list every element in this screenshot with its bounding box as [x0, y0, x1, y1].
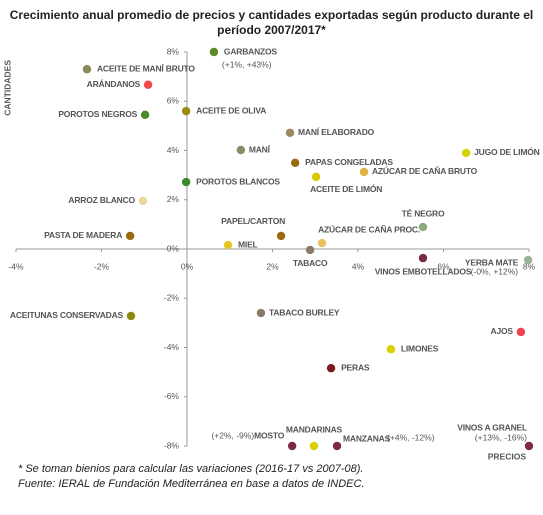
point [311, 172, 321, 182]
point-label: ARÁNDANOS [87, 79, 141, 89]
point-label: MANDARINAS [286, 424, 343, 434]
point [138, 196, 148, 206]
point-label: GARBANZOS [224, 46, 278, 56]
chart-title: Crecimiento anual promedio de precios y … [9, 8, 534, 37]
point [523, 255, 533, 265]
point-label: VINOS EMBOTELLADOS [375, 266, 472, 276]
point-note: (+4%, -12%) [387, 432, 435, 442]
point [209, 47, 219, 57]
point-label: PASTA DE MADERA [44, 230, 122, 240]
point [82, 65, 92, 74]
point-label: AZÚCAR DE CAÑA BRUTO [372, 165, 478, 176]
point [461, 148, 471, 158]
point [359, 167, 369, 177]
y-tick-label: 6% [167, 96, 180, 106]
point-label: MANZANAS [343, 433, 391, 443]
point [290, 158, 300, 168]
point-label: JUGO DE LIMÓN [474, 146, 539, 157]
point-label: POROTOS BLANCOS [196, 176, 280, 186]
point-label: MANÍ [249, 144, 271, 154]
point-note: (+2%, -9%) [211, 430, 254, 440]
x-tick-label: 4% [352, 261, 365, 271]
point-label: ACEITE DE OLIVA [196, 105, 266, 115]
y-tick-label: -6% [164, 391, 180, 401]
point [516, 327, 526, 337]
y-tick-label: 2% [167, 194, 180, 204]
point-label: MOSTO [254, 430, 285, 440]
point [236, 145, 246, 155]
point-label: ACEITE DE LIMÓN [310, 183, 382, 194]
point-note: (+1%, +43%) [222, 59, 272, 69]
y-tick-label: 8% [167, 46, 180, 56]
point [386, 345, 396, 354]
point-note: (-0%, +12%) [471, 266, 519, 276]
point [524, 441, 534, 451]
point [305, 245, 315, 255]
point-label: LIMONES [401, 343, 439, 353]
x-tick-label: 2% [266, 261, 279, 271]
point [317, 238, 327, 248]
point [256, 308, 266, 318]
point-label: PAPEL/CARTON [221, 216, 285, 226]
point-label: AZÚCAR DE CAÑA PROC. [318, 223, 420, 234]
x-tick-label: -2% [94, 261, 110, 271]
point [285, 128, 295, 137]
y-tick-label: -2% [164, 293, 180, 303]
x-tick-label: 6% [437, 261, 450, 271]
point-label: ACEITE DE MANÍ BRUTO [97, 63, 195, 73]
footnote: Fuente: IERAL de Fundación Mediterránea … [18, 478, 365, 490]
point-label: ARROZ BLANCO [68, 195, 135, 205]
point-label: ACEITUNAS CONSERVADAS [10, 310, 124, 320]
point [125, 231, 135, 241]
point-label: PAPAS CONGELADAS [305, 157, 393, 167]
point-label: TABACO [293, 258, 328, 268]
point [326, 363, 336, 373]
point-label: TÉ NEGRO [402, 208, 445, 218]
point-label: PERAS [341, 362, 370, 372]
point [276, 231, 286, 241]
point [126, 311, 136, 321]
point-label: TABACO BURLEY [269, 307, 340, 317]
x-tick-label: -4% [8, 261, 24, 271]
y-tick-label: 0% [167, 243, 180, 253]
point [309, 441, 319, 451]
y-tick-label: 4% [167, 145, 180, 155]
y-tick-label: -4% [164, 342, 180, 352]
footnote: * Se toman bienios para calcular las var… [18, 463, 364, 475]
point-label: POROTOS NEGROS [58, 109, 137, 119]
point [181, 106, 191, 116]
point-label: VINOS A GRANEL [457, 422, 527, 432]
x-axis-label: PRECIOS [488, 451, 527, 461]
point [181, 177, 191, 187]
point-label: YERBA MATE [465, 257, 519, 267]
point-label: MIEL [238, 239, 258, 249]
point-label: AJOS [491, 326, 514, 336]
point [287, 441, 297, 451]
point [418, 253, 428, 263]
point [223, 240, 233, 250]
point [332, 441, 342, 451]
point-label: MANÍ ELABORADO [298, 127, 375, 137]
x-tick-label: 8% [523, 261, 536, 271]
point [140, 110, 150, 119]
x-tick-label: 0% [181, 261, 194, 271]
point-note: (+13%, -16%) [475, 432, 527, 442]
y-axis-label: CANTIDADES [2, 60, 12, 116]
point [143, 80, 153, 89]
y-tick-label: -8% [164, 440, 180, 450]
point [418, 222, 428, 232]
